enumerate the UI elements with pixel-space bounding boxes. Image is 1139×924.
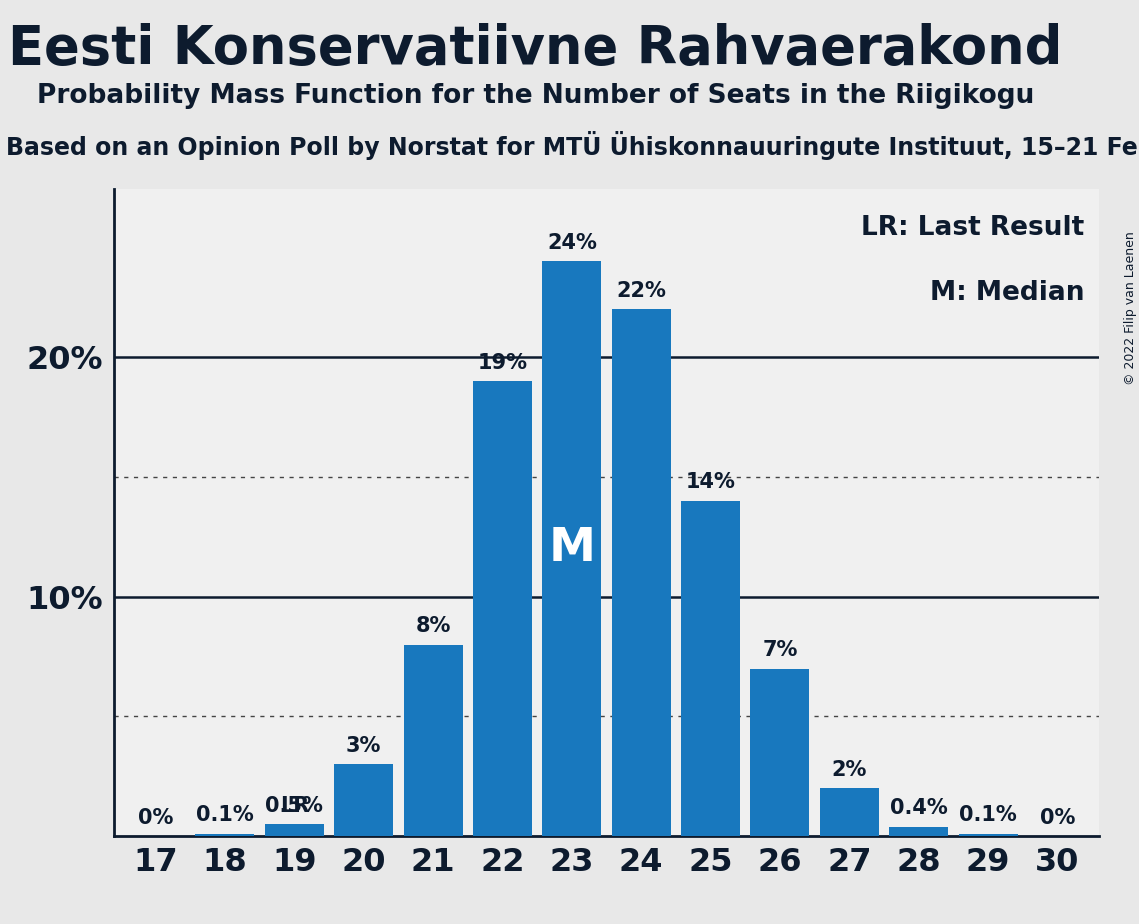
Text: Eesti Konservatiivne Rahvaerakond: Eesti Konservatiivne Rahvaerakond <box>8 23 1063 75</box>
Text: M: M <box>548 527 596 571</box>
Bar <box>542 261 601 836</box>
Text: LR: Last Result: LR: Last Result <box>861 215 1084 241</box>
Text: 0.4%: 0.4% <box>890 798 948 819</box>
Text: LR: LR <box>280 796 309 816</box>
Bar <box>473 381 532 836</box>
Bar <box>334 764 393 836</box>
Text: 0%: 0% <box>138 808 173 828</box>
Bar <box>751 669 810 836</box>
Text: 14%: 14% <box>686 472 736 492</box>
Text: 8%: 8% <box>416 616 451 637</box>
Text: 24%: 24% <box>547 233 597 253</box>
Bar <box>403 645 462 836</box>
Text: 2%: 2% <box>831 760 867 780</box>
Text: Based on an Opinion Poll by Norstat for MTÜ Ühiskonnauuringute Instituut, 15–21 : Based on an Opinion Poll by Norstat for … <box>6 131 1139 160</box>
Bar <box>264 824 323 836</box>
Text: 22%: 22% <box>616 281 666 301</box>
Bar <box>681 501 740 836</box>
Bar <box>959 833 1017 836</box>
Text: M: Median: M: Median <box>929 280 1084 306</box>
Text: 0.1%: 0.1% <box>196 806 254 825</box>
Text: 0.5%: 0.5% <box>265 772 323 816</box>
Text: © 2022 Filip van Laenen: © 2022 Filip van Laenen <box>1124 231 1137 384</box>
Bar <box>196 833 254 836</box>
Text: 0.1%: 0.1% <box>959 806 1017 825</box>
Text: 0%: 0% <box>1040 808 1075 828</box>
Bar <box>890 827 949 836</box>
Bar <box>820 788 879 836</box>
Bar <box>612 310 671 836</box>
Text: 19%: 19% <box>477 353 527 372</box>
Text: 7%: 7% <box>762 640 797 660</box>
Text: Probability Mass Function for the Number of Seats in the Riigikogu: Probability Mass Function for the Number… <box>36 83 1034 109</box>
Text: 3%: 3% <box>346 736 382 756</box>
